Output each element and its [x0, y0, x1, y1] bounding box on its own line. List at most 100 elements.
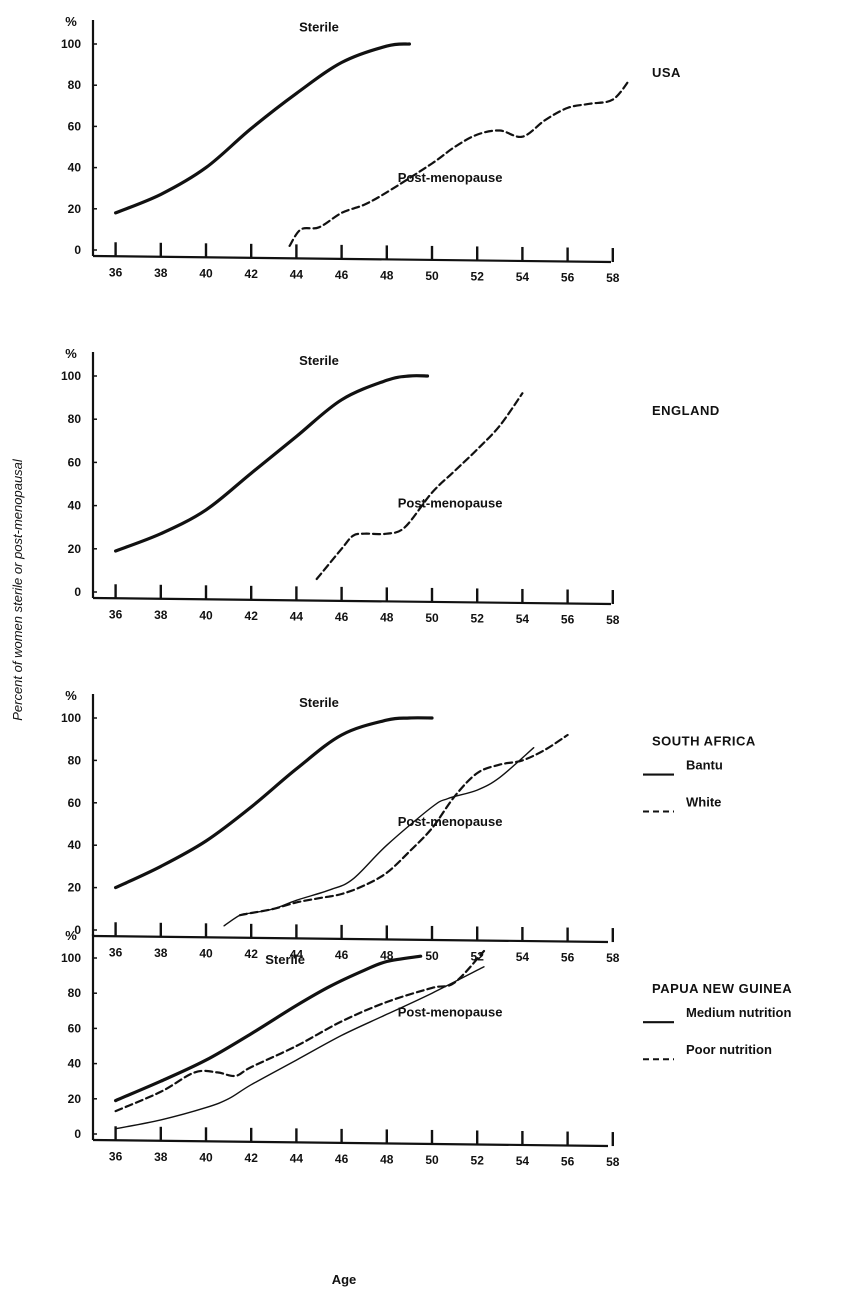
x-tick-label: 50	[425, 1153, 439, 1167]
y-tick-label: 100	[61, 951, 81, 965]
x-tick-label: 42	[245, 609, 259, 623]
series-line-post-menopause	[315, 392, 524, 581]
y-tick-label: 20	[68, 202, 82, 216]
x-tick-label: 46	[335, 610, 349, 624]
legend-label: Poor nutrition	[686, 1042, 772, 1057]
y-tick-label: 20	[68, 881, 82, 895]
y-tick-label: 80	[68, 753, 82, 767]
annotation-sterile: Sterile	[299, 20, 339, 35]
series-line-sterile	[114, 954, 423, 1103]
x-tick-label: 50	[425, 269, 439, 283]
x-tick-label: 38	[154, 608, 168, 622]
series-line-medium-nutrition	[114, 966, 485, 1130]
x-tick-label: 48	[380, 948, 394, 962]
x-tick-label: 44	[290, 1151, 304, 1165]
series-line-sterile	[114, 716, 434, 890]
x-axis-line	[92, 934, 609, 944]
y-unit-label: %	[65, 928, 77, 943]
x-tick-label: 36	[109, 945, 123, 959]
x-tick-label: 58	[606, 1155, 620, 1169]
x-tick-label: 50	[425, 949, 439, 963]
x-tick-label: 56	[561, 612, 575, 626]
x-tick-label: 58	[606, 271, 620, 285]
panel-title: PAPUA NEW GUINEA	[652, 981, 792, 996]
y-tick-label: 60	[68, 1021, 82, 1035]
x-tick-label: 58	[606, 951, 620, 965]
x-tick-label: 40	[199, 608, 213, 622]
x-tick-label: 42	[245, 947, 259, 961]
y-tick-label: 0	[74, 923, 81, 937]
y-unit-label: %	[65, 14, 77, 29]
series-line-white	[238, 733, 569, 917]
chart-panel-1: 0 20 40 60 80 100% 36 38 40 42 44 46 48 50 52 54 56 58 Ste…	[61, 346, 719, 627]
panel-title: SOUTH AFRICA	[652, 734, 756, 749]
legend-label: White	[686, 795, 721, 810]
y-tick-label: 100	[61, 711, 81, 725]
x-tick-label: 58	[606, 613, 620, 627]
y-tick-label: 60	[68, 119, 82, 133]
x-tick-label: 42	[245, 267, 259, 281]
y-tick-label: 80	[68, 78, 82, 92]
x-tick-label: 48	[380, 1152, 394, 1166]
x-tick-label: 36	[109, 607, 123, 621]
series-line-poor-nutrition	[114, 949, 486, 1113]
x-tick-label: 52	[471, 611, 485, 625]
y-tick-label: 20	[68, 542, 82, 556]
annotation-post-menopause: Post-menopause	[398, 495, 503, 510]
x-axis-line	[92, 254, 612, 264]
panels: 0 20 40 60 80 100% 36 38 40 42 44 46 48 50 52 54 56 58 Ste…	[61, 14, 792, 1169]
annotation-post-menopause: Post-menopause	[398, 814, 503, 829]
x-tick-label: 46	[335, 268, 349, 282]
x-tick-label: 52	[471, 269, 485, 283]
x-tick-label: 54	[516, 1154, 530, 1168]
x-tick-label: 38	[154, 946, 168, 960]
y-tick-label: 100	[61, 37, 81, 51]
chart-panel-0: 0 20 40 60 80 100% 36 38 40 42 44 46 48 50 52 54 56 58 Ste…	[61, 14, 681, 285]
x-tick-label: 44	[290, 267, 304, 281]
x-tick-label: 44	[290, 609, 304, 623]
annotation-post-menopause: Post-menopause	[398, 170, 503, 185]
series-line-sterile	[114, 42, 411, 215]
x-tick-label: 48	[380, 610, 394, 624]
y-unit-label: %	[65, 346, 77, 361]
y-tick-label: 40	[68, 838, 82, 852]
y-unit-label: %	[65, 688, 77, 703]
x-tick-label: 54	[516, 270, 530, 284]
legend-label: Medium nutrition	[686, 1005, 791, 1020]
x-tick-label: 40	[199, 266, 213, 280]
x-tick-label: 48	[380, 268, 394, 282]
y-tick-label: 40	[68, 161, 82, 175]
series-line-sterile	[114, 374, 430, 553]
x-tick-label: 38	[154, 1150, 168, 1164]
x-tick-label: 36	[109, 1149, 123, 1163]
figure-ylabel: Percent of women sterile or post-menopau…	[10, 458, 25, 721]
x-tick-label: 42	[245, 1151, 259, 1165]
y-tick-label: 20	[68, 1092, 82, 1106]
x-tick-label: 56	[561, 1155, 575, 1169]
x-axis-line	[92, 1138, 609, 1148]
x-tick-label: 52	[471, 1153, 485, 1167]
chart-panel-3: 0 20 40 60 80 100% 36 38 40 42 44 46 48 50 52 54 56 58 Ste…	[61, 928, 792, 1169]
panel-title: USA	[652, 65, 681, 80]
series-line-bantu	[223, 747, 535, 927]
y-tick-label: 60	[68, 796, 82, 810]
x-tick-label: 56	[561, 951, 575, 965]
series-line-post-menopause	[288, 80, 630, 247]
annotation-sterile: Sterile	[299, 695, 339, 710]
figure-xlabel: Age	[332, 1272, 357, 1287]
y-tick-label: 0	[74, 585, 81, 599]
y-tick-label: 80	[68, 412, 82, 426]
annotation-sterile: Sterile	[299, 353, 339, 368]
y-tick-label: 40	[68, 499, 82, 513]
annotation-post-menopause: Post-menopause	[398, 1005, 503, 1020]
legend-label: Bantu	[686, 758, 723, 773]
x-tick-label: 54	[516, 950, 530, 964]
y-tick-label: 60	[68, 455, 82, 469]
y-tick-label: 80	[68, 986, 82, 1000]
x-tick-label: 36	[109, 265, 123, 279]
y-tick-label: 40	[68, 1057, 82, 1071]
x-tick-label: 44	[290, 947, 304, 961]
x-tick-label: 56	[561, 270, 575, 284]
y-tick-label: 100	[61, 369, 81, 383]
